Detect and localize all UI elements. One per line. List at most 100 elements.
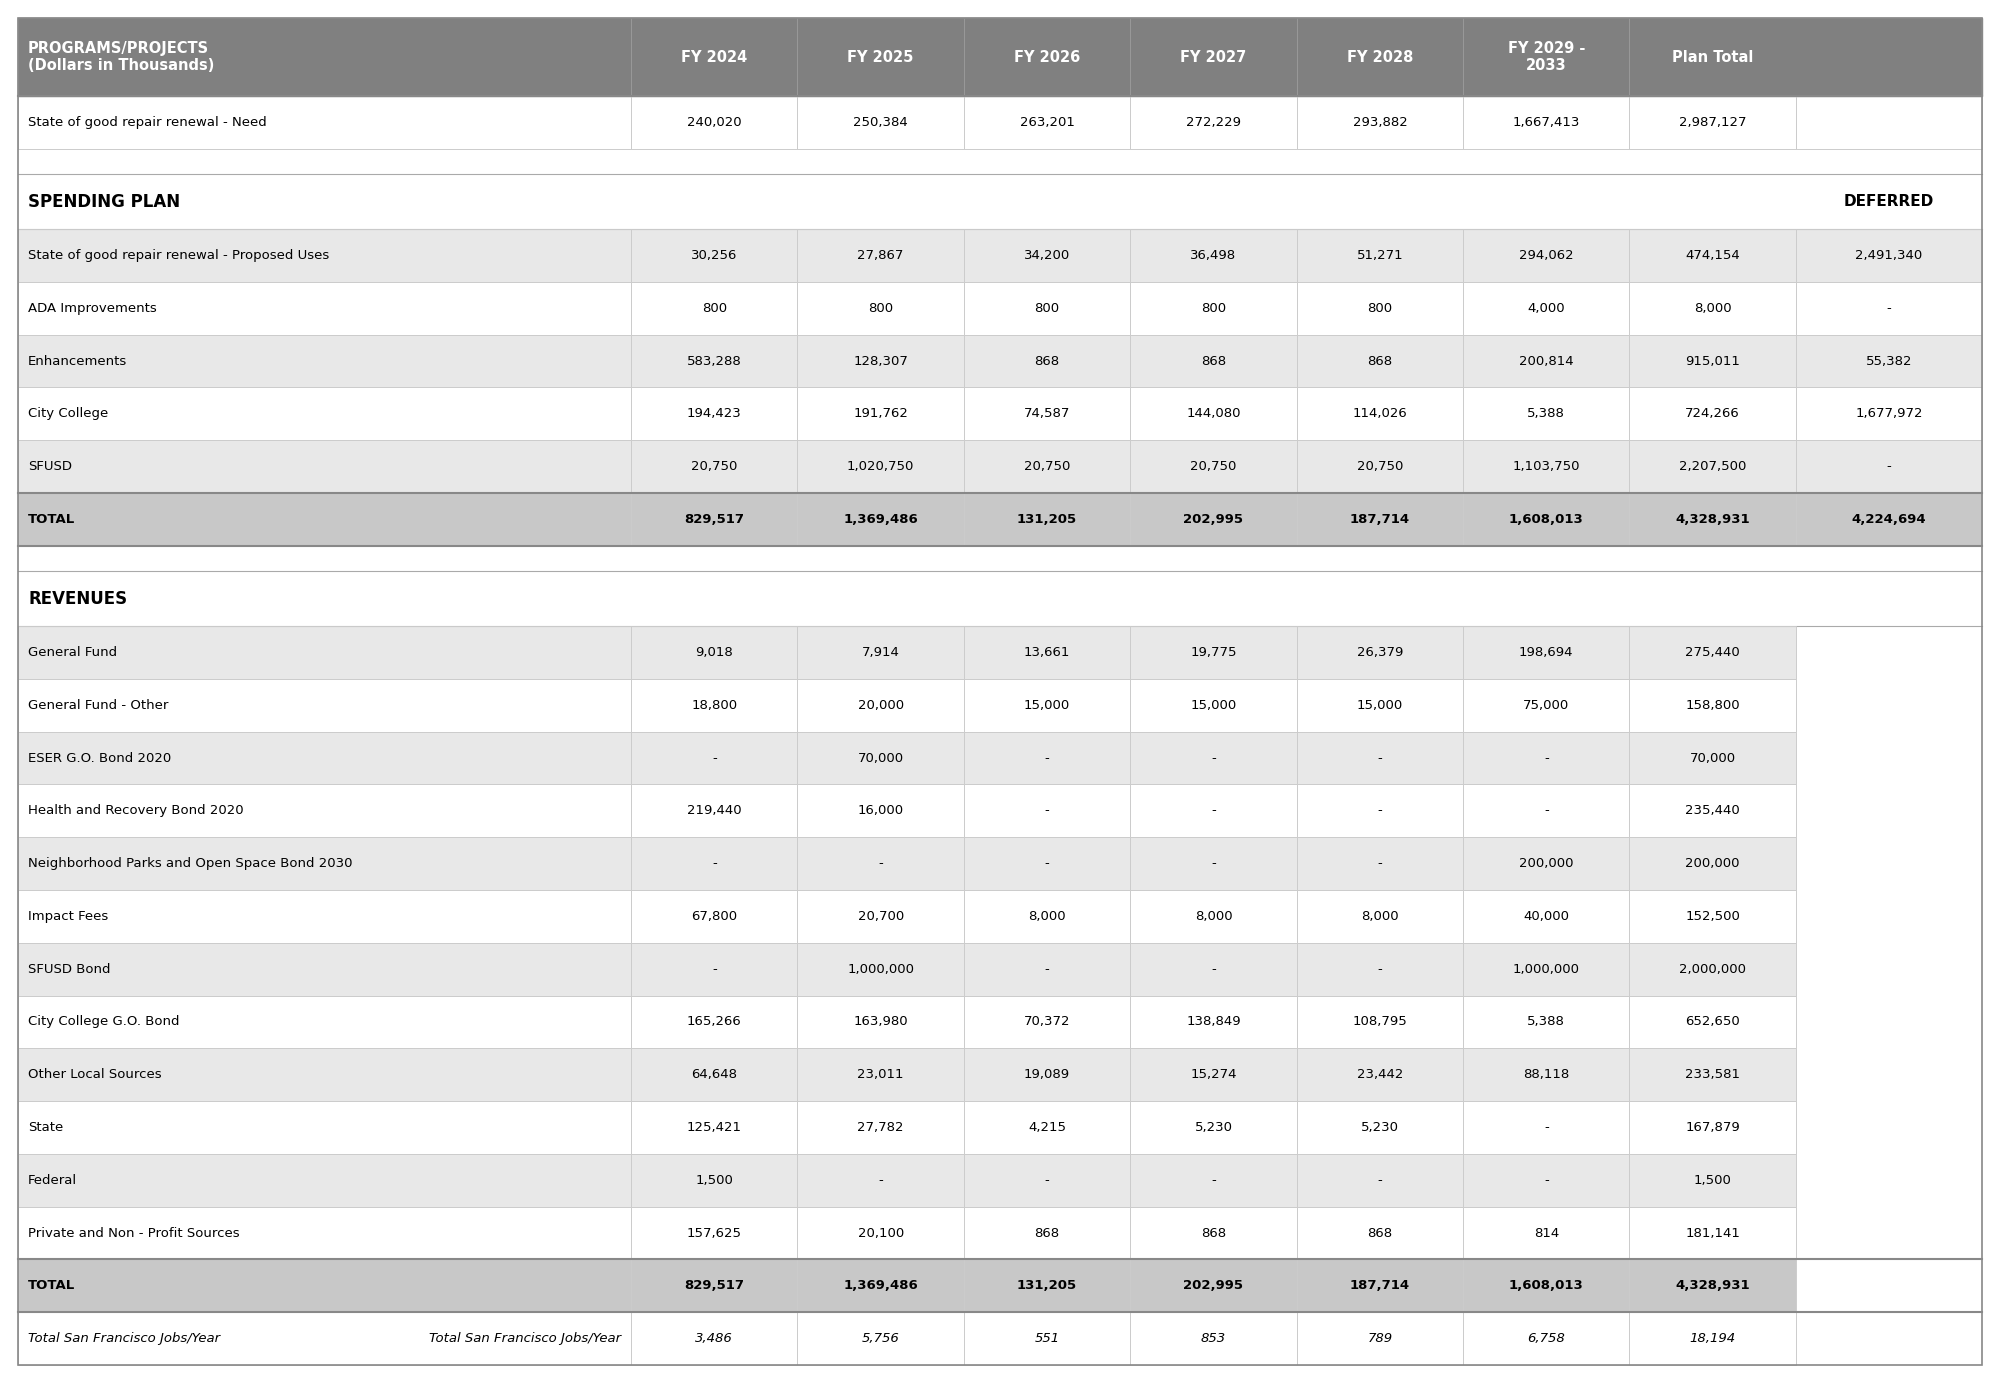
Bar [798,387,964,440]
Text: 1,369,486: 1,369,486 [844,513,918,526]
Text: -: - [1378,805,1382,817]
Bar [1464,784,1630,837]
Text: -: - [1044,751,1050,765]
Bar [1296,626,1464,679]
Text: State of good repair renewal - Proposed Uses: State of good repair renewal - Proposed … [28,249,330,261]
Bar [1464,1048,1630,1101]
Text: 19,089: 19,089 [1024,1068,1070,1082]
Text: 138,849: 138,849 [1186,1015,1240,1029]
Text: 70,372: 70,372 [1024,1015,1070,1029]
Bar [1130,837,1296,891]
Bar [798,732,964,784]
Bar [18,95,632,149]
Bar [1296,1206,1464,1260]
Bar [798,492,964,546]
Bar [964,837,1130,891]
Bar [1296,230,1464,282]
Bar [1630,335,1796,387]
Text: -: - [1212,963,1216,975]
Bar [18,837,632,891]
Bar [18,1048,632,1101]
Text: FY 2029 -
2033: FY 2029 - 2033 [1508,41,1584,73]
Text: 108,795: 108,795 [1352,1015,1408,1029]
Bar [18,732,632,784]
Bar [1464,679,1630,732]
Bar [1630,492,1796,546]
Bar [1296,1153,1464,1206]
Bar [18,996,632,1048]
Bar [1464,282,1630,335]
Text: 8,000: 8,000 [1194,910,1232,922]
Bar [1630,387,1796,440]
Bar [1464,891,1630,943]
Bar [632,1312,798,1365]
Text: 125,421: 125,421 [686,1122,742,1134]
Bar [964,1206,1130,1260]
Text: 55,382: 55,382 [1866,354,1912,368]
Bar [798,440,964,492]
Text: 219,440: 219,440 [686,805,742,817]
Bar [1130,282,1296,335]
Bar [1796,387,1982,440]
Text: FY 2028: FY 2028 [1346,50,1414,65]
Text: 868: 868 [1368,354,1392,368]
Text: DEFERRED: DEFERRED [1844,194,1934,209]
Bar [1630,679,1796,732]
Text: 1,667,413: 1,667,413 [1512,116,1580,129]
Text: City College: City College [28,408,108,420]
Bar [1296,679,1464,732]
Bar [18,1312,632,1365]
Bar [964,282,1130,335]
Bar [798,387,964,440]
Bar [1796,440,1982,492]
Bar [18,891,632,943]
Bar [798,996,964,1048]
Text: 200,000: 200,000 [1520,857,1574,870]
Bar [964,1206,1130,1260]
Bar [632,837,798,891]
Bar [964,784,1130,837]
Bar [18,95,632,149]
Bar [18,732,632,784]
Bar [964,1312,1130,1365]
Text: Federal: Federal [28,1174,78,1187]
Bar [964,440,1130,492]
Bar [1630,679,1796,732]
Bar [632,1206,798,1260]
Bar [1464,440,1630,492]
Text: 1,677,972: 1,677,972 [1856,408,1922,420]
Bar [18,282,632,335]
Bar [1630,943,1796,996]
Bar [1130,732,1296,784]
Bar [964,679,1130,732]
Text: 1,020,750: 1,020,750 [846,461,914,473]
Bar [632,679,798,732]
Bar [1464,784,1630,837]
Text: Other Local Sources: Other Local Sources [28,1068,162,1082]
Bar [1296,996,1464,1048]
Text: 187,714: 187,714 [1350,1279,1410,1292]
Bar [1130,1206,1296,1260]
Bar [1464,996,1630,1048]
Bar [632,1048,798,1101]
Text: 114,026: 114,026 [1352,408,1408,420]
Bar [1130,891,1296,943]
Bar [1296,282,1464,335]
Bar [964,440,1130,492]
Text: 868: 868 [1034,1227,1060,1239]
Bar [632,1101,798,1153]
Bar [1130,1312,1296,1365]
Bar [632,335,798,387]
Bar [798,335,964,387]
Bar [1464,732,1630,784]
Bar [798,335,964,387]
Bar [18,1048,632,1101]
Bar [798,1312,964,1365]
Bar [18,571,1982,626]
Bar [632,996,798,1048]
Bar [798,282,964,335]
Text: TOTAL: TOTAL [28,1279,76,1292]
Text: FY 2027: FY 2027 [1180,50,1246,65]
Text: 814: 814 [1534,1227,1558,1239]
Bar [632,335,798,387]
